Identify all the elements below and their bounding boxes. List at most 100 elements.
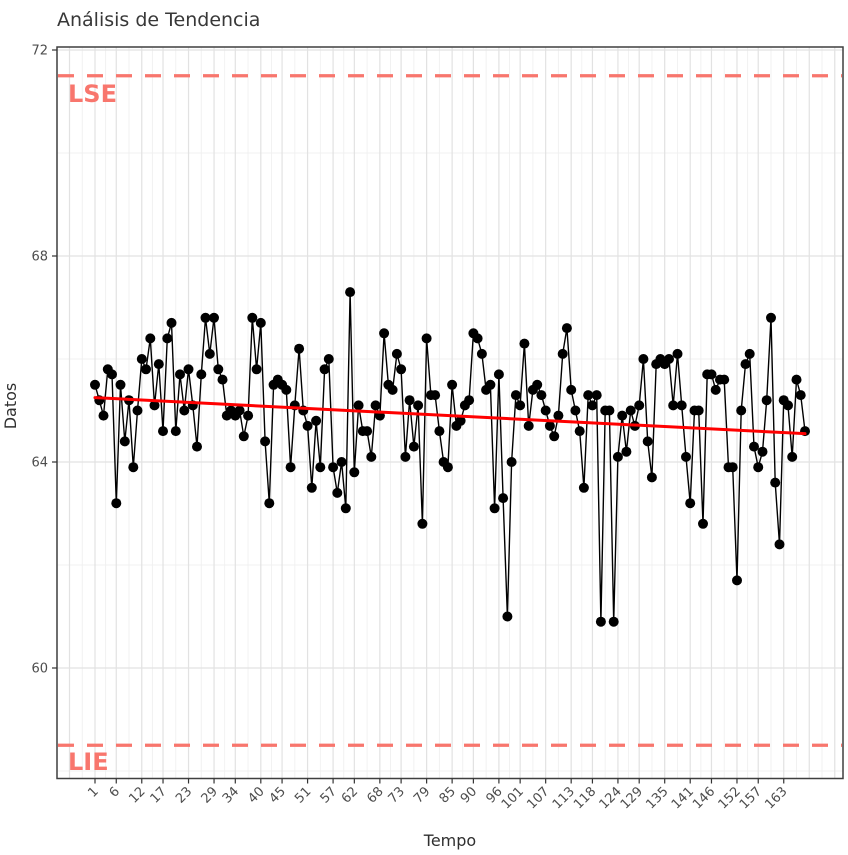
data-point <box>119 436 130 447</box>
data-point <box>90 379 100 390</box>
data-point <box>447 379 458 390</box>
data-point <box>434 426 445 437</box>
data-point <box>213 364 224 375</box>
data-point <box>464 395 475 406</box>
data-point <box>238 431 249 442</box>
data-point <box>557 348 568 359</box>
x-tick-label: 107 <box>524 784 552 812</box>
x-tick-label: 40 <box>245 784 267 806</box>
data-point <box>204 348 215 359</box>
data-point <box>379 328 390 339</box>
data-point <box>404 395 415 406</box>
data-point <box>366 451 377 462</box>
data-point <box>608 616 619 627</box>
data-point <box>408 441 419 452</box>
data-point <box>345 287 356 298</box>
x-tick-label: 79 <box>411 784 433 806</box>
data-point <box>209 312 219 323</box>
data-point <box>260 436 271 447</box>
data-point <box>510 390 521 401</box>
data-point <box>141 364 151 375</box>
data-point <box>783 400 793 411</box>
data-point <box>413 400 424 411</box>
data-point <box>736 405 747 416</box>
data-point <box>676 400 687 411</box>
data-point <box>732 575 742 586</box>
x-tick-label: 57 <box>318 784 340 806</box>
data-point <box>158 426 168 437</box>
y-tick-label: 60 <box>31 662 48 677</box>
x-tick-label: 157 <box>737 784 765 812</box>
x-tick-label: 62 <box>339 784 361 806</box>
data-point <box>315 462 326 473</box>
data-point <box>396 364 407 375</box>
data-point <box>234 405 245 416</box>
data-point <box>400 451 411 462</box>
data-point <box>200 312 211 323</box>
data-point <box>170 426 181 437</box>
data-point <box>255 317 266 328</box>
data-point <box>646 472 657 483</box>
data-point <box>604 405 615 416</box>
data-point <box>498 493 509 504</box>
data-point <box>536 390 547 401</box>
data-point <box>183 364 194 375</box>
x-tick-label: 45 <box>267 784 289 806</box>
data-point <box>566 384 577 395</box>
data-point <box>115 379 126 390</box>
data-point <box>281 384 292 395</box>
data-point <box>153 359 164 370</box>
x-tick-label: 163 <box>762 784 790 812</box>
data-point <box>166 317 177 328</box>
data-point <box>217 374 228 385</box>
trend-line-segment <box>93 396 807 436</box>
data-point <box>145 333 156 344</box>
data-point <box>642 436 653 447</box>
data-point <box>719 374 730 385</box>
data-point <box>515 400 526 411</box>
data-point <box>727 462 738 473</box>
x-tick-label: 23 <box>173 784 195 806</box>
data-point <box>540 405 551 416</box>
data-point <box>591 390 602 401</box>
x-tick-label: 12 <box>126 784 148 806</box>
data-point <box>523 420 534 431</box>
data-point <box>698 518 708 529</box>
x-tick-label: 90 <box>458 784 480 806</box>
data-point <box>710 384 721 395</box>
data-point <box>387 384 398 395</box>
data-point <box>264 498 275 509</box>
data-point <box>561 323 572 334</box>
data-point <box>107 369 117 380</box>
data-point <box>544 420 555 431</box>
data-point <box>664 354 674 364</box>
data-point <box>430 390 441 401</box>
data-point <box>417 518 428 529</box>
data-point <box>294 343 305 354</box>
x-tick-label: 17 <box>148 784 170 806</box>
data-point <box>306 482 317 493</box>
data-point <box>196 369 207 380</box>
data-point <box>740 359 751 370</box>
data-point <box>706 369 717 380</box>
panel-border <box>56 46 844 780</box>
data-point <box>455 415 466 426</box>
data-point <box>757 446 768 457</box>
x-tick-label: 29 <box>199 784 221 806</box>
lie-label: LIE <box>68 748 109 776</box>
data-point <box>583 390 594 401</box>
data-point <box>251 364 262 375</box>
data-point <box>362 426 373 437</box>
data-point <box>570 405 581 416</box>
data-point <box>442 462 453 473</box>
data-point <box>349 467 360 478</box>
data-point <box>489 503 500 514</box>
data-point <box>774 539 785 550</box>
data-point <box>332 487 343 498</box>
data-point <box>243 410 254 421</box>
data-point <box>323 354 334 364</box>
data-point <box>668 400 679 411</box>
data-point <box>111 498 122 509</box>
